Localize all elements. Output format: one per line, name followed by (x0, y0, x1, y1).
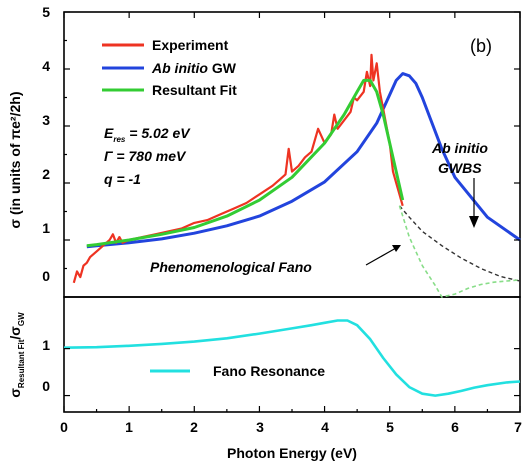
bottom-ytick-label-1: 1 (42, 337, 50, 353)
bottom-y-axis-label: σResultant Fit/σGW (7, 312, 26, 398)
legend-label-fano-resonance: Fano Resonance (213, 363, 325, 379)
top-ytick-label-2: 2 (42, 166, 50, 182)
legend-label-gw-italic: Ab initio (151, 60, 208, 76)
top-legend: Experiment Ab initio GW Resultant Fit (102, 37, 237, 98)
panel-label: (b) (470, 36, 492, 56)
x-axis-label: Photon Energy (eV) (227, 445, 357, 461)
annotation-gwbs-line1: Ab initio (431, 140, 488, 156)
series-line-resultant-fit (86, 78, 405, 248)
annotation-gwbs-line2: GWBS (438, 160, 482, 176)
annotation-fano-arrowhead (392, 245, 401, 252)
bottom-ytick-label-0: 0 (42, 378, 50, 394)
top-ytick-label-1: 1 (42, 220, 50, 236)
bottom-plot-series (63, 319, 521, 397)
top-ytick-label-0: 0 (42, 268, 50, 284)
legend-label-gw-plain: GW (208, 60, 237, 76)
top-ytick-label-4: 4 (42, 58, 50, 74)
bottom-ylabel-sub2: GW (17, 312, 26, 326)
top-ytick-label-3: 3 (42, 112, 50, 128)
xtick-label-1: 1 (125, 419, 133, 435)
xtick-label-5: 5 (386, 419, 394, 435)
legend-label-experiment: Experiment (152, 37, 229, 53)
top-y-axis-label: σ (in units of πe²/2h) (7, 92, 23, 229)
top-plot-series (72, 53, 521, 298)
param-eres-value: = 5.02 eV (125, 125, 191, 141)
axis-ticks (63, 11, 521, 412)
xtick-label-0: 0 (60, 419, 68, 435)
series-line-gwbs-dashed (398, 205, 521, 282)
series-line-fano-resonance (63, 319, 521, 397)
series-line-experiment (72, 53, 404, 284)
bottom-plot-frame (63, 296, 521, 413)
xtick-label-6: 6 (451, 419, 459, 435)
xtick-label-4: 4 (321, 419, 329, 435)
bottom-ylabel-main: σ (7, 388, 23, 398)
bottom-ylabel-sep: /σ (7, 326, 23, 340)
param-eres-symbol: E (104, 125, 114, 141)
param-gamma: Γ = 780 meV (104, 148, 187, 164)
param-eres: Eres = 5.02 eV (104, 125, 191, 144)
annotation-fano-arrow-line (365, 247, 397, 266)
legend-label-gw: Ab initio GW (151, 60, 237, 76)
series-line-fano-dashed (398, 205, 521, 298)
top-ytick-label-5: 5 (42, 4, 50, 20)
annotation-gwbs-arrowhead (469, 216, 479, 228)
param-q: q = -1 (104, 171, 141, 187)
bottom-ylabel-sub1: Resultant Fit (17, 339, 26, 388)
xtick-label-2: 2 (190, 419, 198, 435)
legend-label-fit: Resultant Fit (152, 82, 237, 98)
param-eres-sub: res (113, 135, 126, 144)
annotation-phenomenological-fano: Phenomenological Fano (150, 259, 312, 275)
xtick-label-3: 3 (256, 419, 264, 435)
xtick-label-7: 7 (514, 419, 522, 435)
